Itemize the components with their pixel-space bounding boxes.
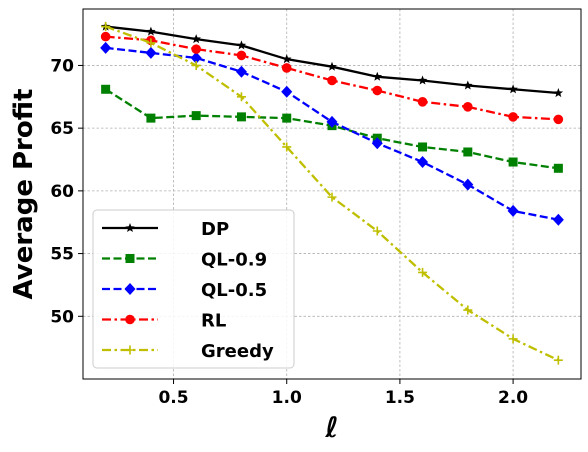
legend-box xyxy=(92,209,295,369)
data-point-ql-0-9 xyxy=(236,112,246,122)
data-point-ql-0-5 xyxy=(462,178,474,191)
data-point-dp xyxy=(327,61,337,71)
x-axis-label: ℓ xyxy=(324,411,338,444)
y-axis-label: Average Profit xyxy=(9,89,39,300)
series-line-greedy xyxy=(105,25,559,362)
data-point-rl xyxy=(508,112,518,122)
data-point-rl xyxy=(463,102,473,112)
data-point-rl xyxy=(327,75,337,86)
data-point-greedy xyxy=(146,38,156,48)
series-line-rl xyxy=(105,35,559,121)
x-tick-label: 1.0 xyxy=(272,388,302,408)
data-point-rl xyxy=(553,114,564,125)
y-tick-label: 60 xyxy=(50,182,74,202)
data-point-ql-0-9 xyxy=(146,113,156,123)
legend-marker xyxy=(125,223,135,233)
legend: DP QL-0.9 QL-0.5 RL Greedy xyxy=(92,209,295,369)
series-greedy xyxy=(101,22,563,365)
data-point-dp xyxy=(463,80,473,90)
legend-item-greedy: Greedy xyxy=(102,341,274,362)
series-lines xyxy=(100,21,564,365)
data-point-dp xyxy=(508,84,518,94)
legend-marker xyxy=(125,345,135,355)
data-point-rl xyxy=(417,97,428,107)
y-tick-label: 50 xyxy=(50,307,74,327)
x-tick-label: 0.5 xyxy=(158,388,188,408)
y-tick-label: 55 xyxy=(50,245,74,265)
data-point-rl xyxy=(191,44,201,54)
data-point-greedy xyxy=(101,22,111,32)
data-point-dp xyxy=(236,40,247,50)
data-point-dp xyxy=(191,34,201,44)
data-point-ql-0-5 xyxy=(417,156,429,169)
legend-label: QL-0.5 xyxy=(201,280,267,301)
data-point-ql-0-5 xyxy=(507,204,519,217)
x-tick-label: 2.0 xyxy=(498,388,528,408)
data-point-ql-0-9 xyxy=(282,113,292,123)
data-point-ql-0-9 xyxy=(418,142,428,152)
data-point-ql-0-9 xyxy=(101,84,111,94)
series-rl xyxy=(100,31,564,125)
plot-frame xyxy=(82,8,582,380)
data-point-ql-0-5 xyxy=(100,41,112,54)
data-point-ql-0-9 xyxy=(191,111,201,121)
legend-marker xyxy=(124,283,136,295)
data-point-dp xyxy=(372,71,383,81)
legend-label: Greedy xyxy=(201,341,274,362)
legend-item-dp: DP xyxy=(102,219,229,240)
x-tick-label: 1.5 xyxy=(385,388,415,408)
legend-marker xyxy=(125,254,135,263)
legend-label: DP xyxy=(201,219,229,240)
legend-item-rl: RL xyxy=(102,311,226,332)
data-point-rl xyxy=(372,85,383,96)
data-point-dp xyxy=(281,54,292,64)
data-point-greedy xyxy=(282,142,292,152)
axis-ticks: 0.5 1.0 1.5 2.0 50 55 60 65 70 xyxy=(50,56,528,408)
data-point-greedy xyxy=(327,192,337,202)
data-point-ql-0-9 xyxy=(508,157,518,167)
data-point-greedy xyxy=(508,334,518,344)
data-point-rl xyxy=(281,63,292,73)
series-ql-0-5 xyxy=(100,41,564,226)
data-point-ql-0-9 xyxy=(553,163,563,173)
legend-label: QL-0.9 xyxy=(201,250,267,271)
data-point-dp xyxy=(146,26,156,36)
legend-marker xyxy=(125,314,135,325)
data-point-greedy xyxy=(553,355,563,365)
data-point-greedy xyxy=(236,92,246,102)
data-point-ql-0-9 xyxy=(463,147,473,157)
data-point-rl xyxy=(100,31,111,42)
y-tick-label: 65 xyxy=(50,119,74,139)
data-point-greedy xyxy=(191,60,201,70)
series-ql-0-9 xyxy=(101,84,563,173)
data-point-ql-0-5 xyxy=(145,46,157,59)
data-point-ql-0-5 xyxy=(371,137,383,150)
data-point-ql-0-5 xyxy=(326,115,338,128)
data-point-greedy xyxy=(372,226,382,236)
y-tick-label: 70 xyxy=(50,56,74,76)
data-point-ql-0-5 xyxy=(190,51,202,64)
data-point-greedy xyxy=(463,305,473,315)
data-point-ql-0-5 xyxy=(552,213,564,226)
data-point-rl xyxy=(236,50,247,61)
legend-item-ql-0-9: QL-0.9 xyxy=(102,250,267,271)
series-dp xyxy=(100,21,564,98)
data-point-dp xyxy=(553,88,564,98)
data-point-greedy xyxy=(418,267,428,277)
data-point-ql-0-5 xyxy=(281,85,293,98)
legend-item-ql-0-5: QL-0.5 xyxy=(102,280,267,301)
data-point-ql-0-5 xyxy=(235,65,247,78)
data-point-dp xyxy=(417,75,428,85)
legend-label: RL xyxy=(201,311,226,332)
